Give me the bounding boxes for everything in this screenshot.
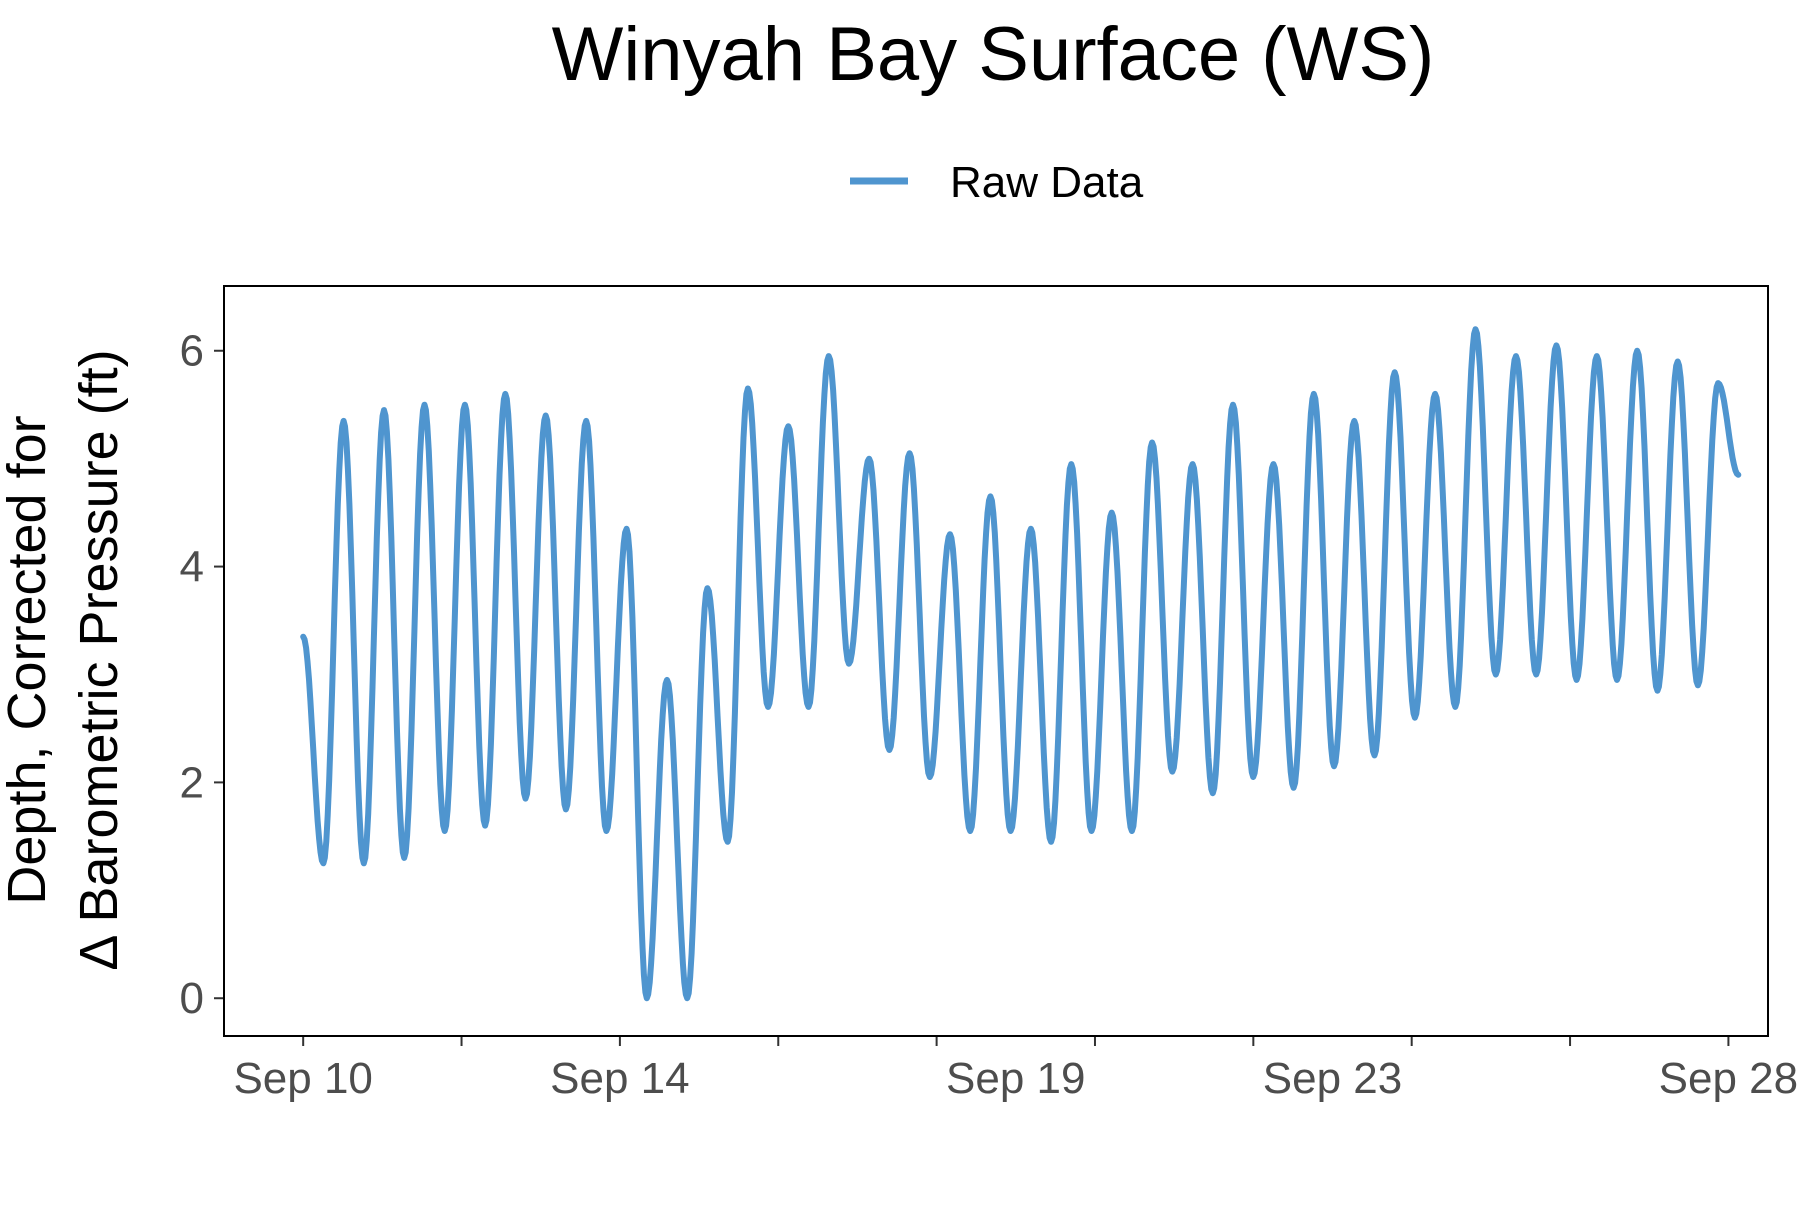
series-line-raw-data (300, 326, 1742, 1002)
chart-title: Winyah Bay Surface (WS) (552, 12, 1435, 97)
y-tick-label: 4 (180, 543, 204, 592)
x-tick-label: Sep 23 (1263, 1054, 1402, 1103)
x-tick-label: Sep 19 (946, 1054, 1085, 1103)
y-axis-title-line-2: Δ Barometric Pressure (ft) (69, 349, 129, 970)
y-axis-title-line-1: Depth, Corrected for (0, 415, 57, 904)
y-axis: 0 2 4 6 (180, 327, 224, 1023)
legend-label-raw-data: Raw Data (950, 158, 1144, 207)
y-tick-label: 6 (180, 327, 204, 376)
y-tick-label: 2 (180, 758, 204, 807)
plot-panel-border (223, 285, 1769, 1037)
x-axis: Sep 10 Sep 14 Sep 19 Sep 23 Sep 28 (233, 1036, 1798, 1103)
x-tick-label: Sep 10 (233, 1054, 372, 1103)
legend: Raw Data (850, 158, 1144, 207)
x-tick-label: Sep 28 (1659, 1054, 1798, 1103)
y-tick-label: 0 (180, 974, 204, 1023)
x-tick-label: Sep 14 (550, 1054, 689, 1103)
